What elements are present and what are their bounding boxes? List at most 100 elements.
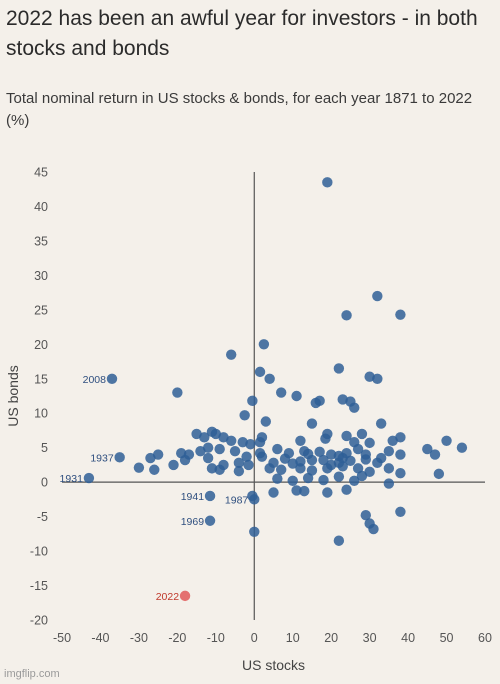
y-tick-label: 15	[34, 372, 48, 386]
x-tick-label: 30	[363, 631, 377, 645]
data-point	[322, 487, 333, 498]
data-point	[260, 416, 272, 427]
x-tick-label: 20	[324, 631, 338, 645]
data-point	[349, 475, 360, 486]
chart-title: 2022 has been an awful year for investor…	[6, 7, 478, 60]
data-point	[241, 451, 252, 462]
data-point	[258, 339, 270, 350]
data-point	[168, 459, 179, 471]
data-point	[383, 478, 395, 489]
y-tick-label: 5	[41, 441, 48, 455]
y-tick-label: 30	[34, 269, 48, 283]
data-point	[133, 462, 145, 473]
labeled-point	[249, 494, 260, 505]
data-point	[318, 454, 329, 466]
data-point	[306, 454, 318, 466]
data-point	[368, 523, 379, 535]
data-point	[372, 290, 383, 302]
data-point	[372, 457, 383, 469]
data-point	[226, 435, 237, 446]
data-point	[333, 471, 345, 482]
data-point	[395, 309, 406, 320]
data-point	[306, 418, 318, 429]
x-tick-label: 10	[286, 631, 300, 645]
data-point	[333, 535, 345, 546]
labeled-point	[83, 472, 95, 484]
y-tick-label: 20	[34, 338, 48, 352]
data-point	[272, 443, 283, 455]
watermark: imgflip.com	[4, 668, 60, 680]
point-label: 2008	[83, 374, 107, 386]
data-point	[247, 395, 258, 407]
data-point	[206, 426, 218, 438]
data-point	[325, 449, 337, 460]
data-point	[341, 310, 352, 321]
data-point	[302, 472, 314, 484]
y-tick-label: -5	[37, 510, 48, 524]
x-tick-label: -30	[130, 631, 148, 645]
data-point	[256, 451, 268, 462]
data-point	[287, 475, 298, 486]
y-tick-label: 25	[34, 303, 48, 317]
data-point	[322, 177, 333, 188]
data-point	[320, 433, 331, 444]
x-tick-label: 0	[251, 631, 258, 645]
data-point	[268, 487, 279, 498]
data-point	[275, 464, 287, 475]
data-point	[345, 455, 356, 466]
tick-labels: -50 -40 -30 -20 -10 0 10 20 30 40 50 60-20-15-10-50…	[30, 166, 492, 646]
data-point	[243, 459, 254, 471]
x-tick-label: -40	[91, 631, 109, 645]
data-point	[372, 373, 383, 384]
data-point	[249, 526, 260, 537]
data-point	[352, 443, 364, 455]
data-point	[341, 430, 352, 442]
y-tick-label: -10	[30, 545, 48, 559]
data-point	[356, 428, 368, 440]
data-point	[383, 463, 395, 474]
data-point	[264, 373, 275, 384]
x-tick-label: -20	[168, 631, 186, 645]
data-point	[149, 464, 160, 475]
labeled-point	[204, 490, 216, 502]
x-tick-label: 60	[478, 631, 492, 645]
y-tick-label: 0	[41, 476, 48, 490]
highlight-point	[179, 590, 191, 602]
data-point	[214, 443, 225, 455]
data-point	[152, 449, 164, 460]
data-point	[202, 442, 214, 453]
data-point	[456, 442, 468, 453]
data-point	[226, 349, 237, 360]
data-point	[275, 387, 287, 398]
data-point	[333, 363, 345, 374]
data-point	[441, 435, 452, 446]
x-tick-label: 50	[440, 631, 454, 645]
data-point	[395, 467, 406, 479]
data-point	[341, 484, 352, 495]
data-point	[364, 466, 375, 478]
data-point	[291, 485, 302, 496]
data-point	[395, 449, 406, 460]
x-axis-label: US stocks	[242, 657, 305, 673]
data-point	[422, 443, 433, 455]
data-point	[254, 366, 266, 378]
data-point	[202, 452, 214, 464]
data-point	[179, 454, 191, 466]
data-point	[239, 410, 250, 421]
data-point	[295, 435, 306, 446]
labeled-point	[204, 515, 216, 526]
data-point	[433, 468, 445, 480]
data-point	[364, 437, 375, 449]
data-point	[233, 465, 245, 477]
data-point	[264, 463, 275, 474]
data-point	[356, 470, 368, 482]
labeled-point	[106, 373, 118, 384]
y-tick-label: -20	[30, 614, 48, 628]
data-point	[256, 432, 268, 443]
x-tick-label: -10	[207, 631, 225, 645]
data-point	[395, 506, 406, 517]
data-point	[214, 464, 225, 475]
y-tick-label: -15	[30, 579, 48, 593]
point-labels: 2008 1937 1931 1941 1987 1969 2022	[60, 374, 249, 603]
